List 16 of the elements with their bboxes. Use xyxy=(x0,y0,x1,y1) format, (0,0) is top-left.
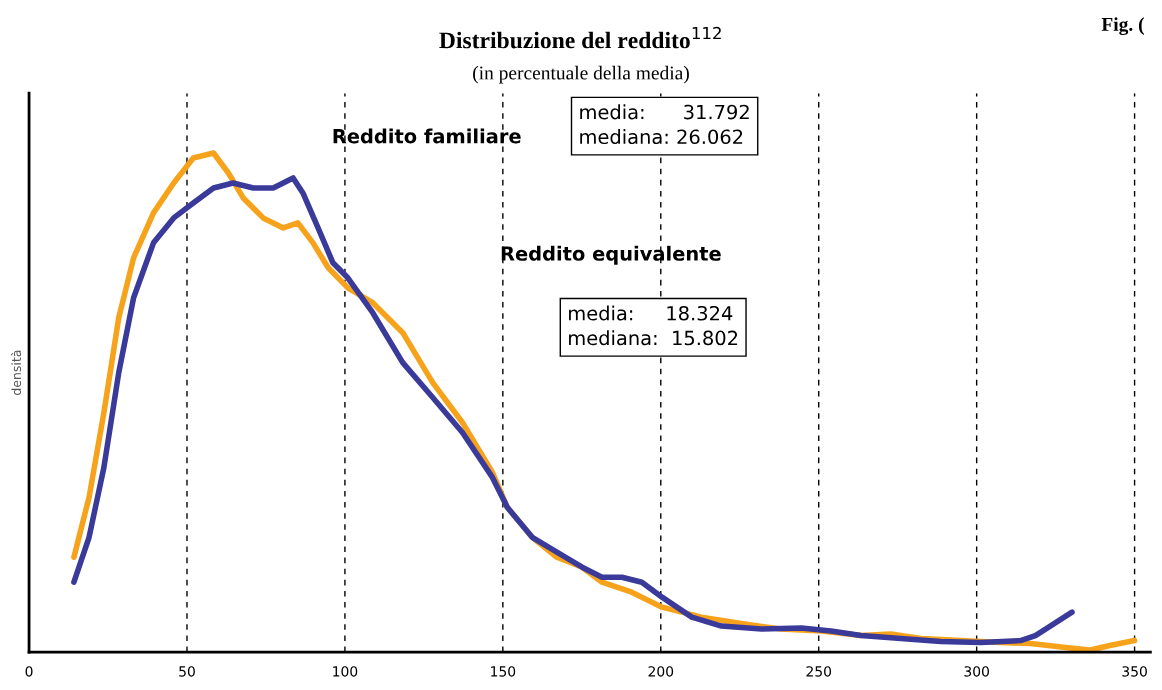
annotation: Reddito equivalente xyxy=(501,245,721,265)
chart-subtitle: (in percentuale della media) xyxy=(473,65,689,84)
x-tick-label: 300 xyxy=(964,666,989,677)
x-tick-label: 200 xyxy=(648,666,674,677)
x-tick-label: 0 xyxy=(25,666,33,677)
x-tick-label: 150 xyxy=(491,666,516,677)
chart-title: Distribuzione del reddito$^{112}$ xyxy=(439,26,721,49)
x-tick-label: 250 xyxy=(806,666,832,677)
x-tick-label: 50 xyxy=(179,666,195,677)
text: Reddito familiare xyxy=(333,128,521,144)
x-tick-label: 100 xyxy=(333,666,358,677)
x-tick-label: 350 xyxy=(1122,666,1147,677)
text: media: 31.792 mediana: 26.062 xyxy=(580,104,749,145)
text: Fig. ( xyxy=(1101,17,1144,36)
annotation: media: 18.324 mediana: 15.802 xyxy=(569,305,738,346)
y-axis-title: densità xyxy=(10,350,22,395)
